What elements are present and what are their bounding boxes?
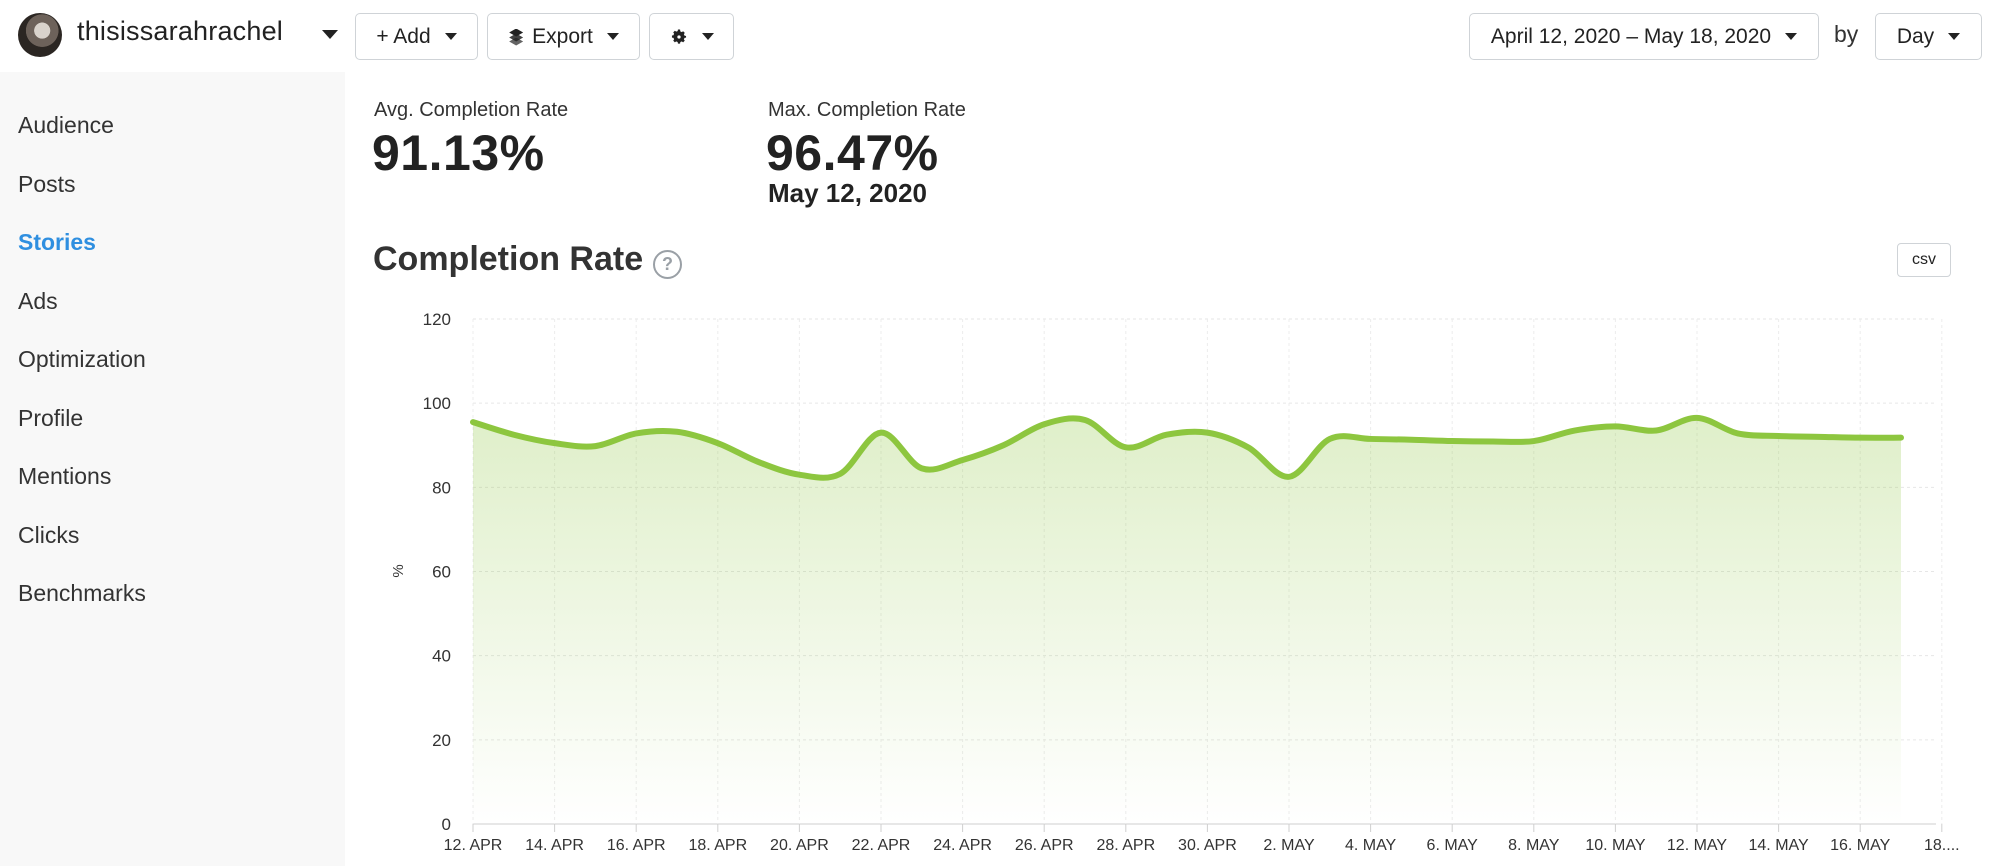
date-range-picker[interactable]: April 12, 2020 – May 18, 2020 xyxy=(1469,13,1819,60)
sidebar-item-clicks[interactable]: Clicks xyxy=(18,522,80,548)
chevron-down-icon xyxy=(606,33,619,40)
help-icon[interactable]: ? xyxy=(653,250,682,279)
csv-button[interactable]: csv xyxy=(1897,243,1951,277)
account-chevron-down-icon[interactable] xyxy=(322,30,338,39)
sidebar-item-ads[interactable]: Ads xyxy=(18,288,58,314)
settings-button[interactable] xyxy=(649,13,734,60)
add-button-label: + Add xyxy=(376,24,431,48)
sidebar-item-profile[interactable]: Profile xyxy=(18,405,84,431)
gear-icon xyxy=(671,29,686,44)
granularity-select[interactable]: Day xyxy=(1875,13,1982,60)
layers-icon xyxy=(508,28,524,46)
sidebar-item-audience[interactable]: Audience xyxy=(18,112,114,138)
avg-completion-label: Avg. Completion Rate xyxy=(374,99,569,121)
sidebar-item-optimization[interactable]: Optimization xyxy=(18,346,146,372)
account-name[interactable]: thisissarahrachel xyxy=(77,16,283,46)
by-label: by xyxy=(1834,21,1859,47)
add-button[interactable]: + Add xyxy=(355,13,478,60)
avatar[interactable] xyxy=(18,13,62,57)
date-range-label: April 12, 2020 – May 18, 2020 xyxy=(1490,24,1772,48)
sidebar-item-stories[interactable]: Stories xyxy=(18,229,96,255)
chevron-down-icon xyxy=(701,33,714,40)
sidebar-item-benchmarks[interactable]: Benchmarks xyxy=(18,580,146,606)
export-button-label: Export xyxy=(532,24,593,48)
sidebar-item-posts[interactable]: Posts xyxy=(18,171,76,197)
granularity-label: Day xyxy=(1896,24,1935,48)
sidebar-item-mentions[interactable]: Mentions xyxy=(18,463,112,489)
chevron-down-icon xyxy=(1785,33,1798,40)
top-bar: thisissarahrachel + Add Export April 12,… xyxy=(0,0,2000,72)
chevron-down-icon xyxy=(444,33,457,40)
main-content xyxy=(345,72,2000,866)
section-title: Completion Rate xyxy=(373,240,644,278)
max-completion-date: May 12, 2020 xyxy=(768,178,928,208)
sidebar: Audience Posts Stories Ads Optimization … xyxy=(0,72,345,866)
max-completion-label: Max. Completion Rate xyxy=(768,99,966,121)
export-button[interactable]: Export xyxy=(487,13,640,60)
avg-completion-value: 91.13% xyxy=(372,125,545,181)
chevron-down-icon xyxy=(1948,33,1961,40)
max-completion-value: 96.47% xyxy=(766,125,939,181)
